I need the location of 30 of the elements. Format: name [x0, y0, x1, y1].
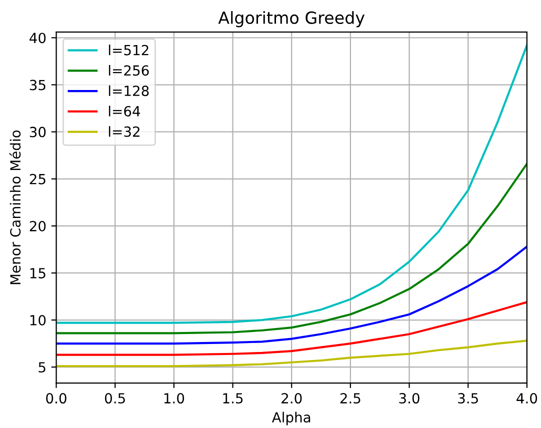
- x-tick-label: 3.0: [399, 393, 420, 404]
- line-series: [56, 162, 527, 334]
- y-tick-label: 35: [30, 80, 46, 90]
- y-tick-label: 15: [30, 268, 46, 278]
- legend-label: l=256: [108, 64, 149, 76]
- line-series: [56, 340, 527, 368]
- x-tick-label: 4.0: [516, 393, 538, 404]
- y-tick-label: 5: [38, 362, 46, 373]
- chart-title: Algoritmo Greedy: [218, 11, 365, 28]
- x-tick-label: 1.5: [223, 393, 243, 404]
- line-series: [56, 44, 527, 324]
- legend-label: l=512: [108, 44, 148, 56]
- y-tick-label: 10: [30, 314, 46, 326]
- x-axis-title: Alpha: [272, 412, 310, 426]
- y-tick-label: 25: [30, 174, 46, 184]
- legend-label: l=32: [108, 126, 140, 137]
- y-tick-label: 20: [30, 220, 46, 232]
- y-tick-label: 30: [30, 126, 46, 138]
- y-tick-label: 40: [30, 32, 46, 44]
- line-series: [56, 246, 527, 345]
- x-tick-label: 0.0: [46, 393, 66, 404]
- legend-label: l=64: [108, 106, 140, 117]
- x-tick-label: 1.0: [164, 393, 184, 404]
- line-series: [56, 301, 527, 356]
- x-tick-label: 0.5: [104, 393, 125, 404]
- y-axis-title: Menor Caminho Médio: [9, 130, 21, 284]
- x-tick-label: 2.0: [282, 393, 302, 404]
- x-tick-label: 2.5: [340, 393, 360, 404]
- legend-label: l=128: [108, 85, 149, 96]
- x-tick-label: 3.5: [458, 393, 478, 404]
